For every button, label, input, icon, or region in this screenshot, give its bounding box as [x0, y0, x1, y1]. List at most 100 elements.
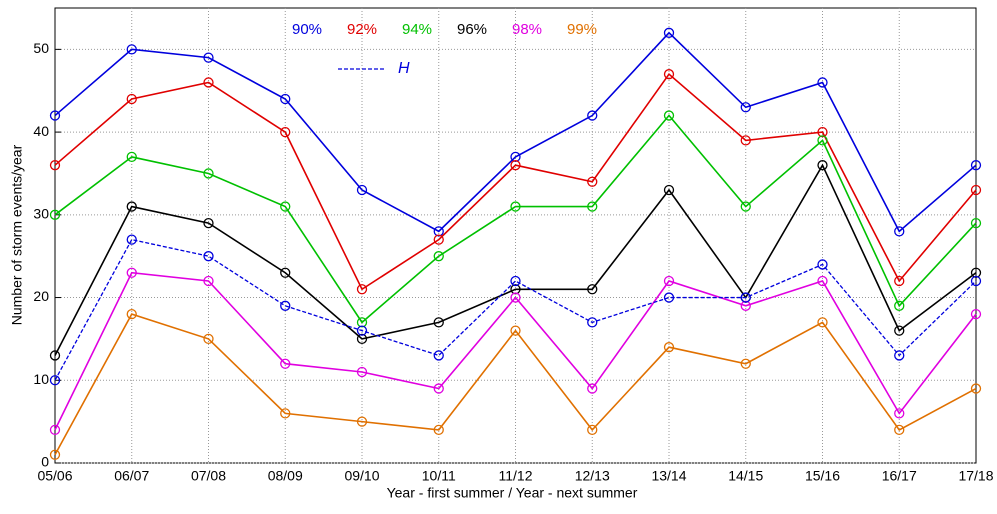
- data-point: [356, 317, 368, 328]
- data-point: [817, 77, 828, 88]
- data-point: [894, 424, 905, 436]
- x-tick-label: 12/13: [575, 468, 610, 484]
- data-point: [280, 358, 291, 369]
- series-line: [54, 114, 977, 324]
- data-point: [587, 110, 598, 121]
- data-point: [510, 284, 521, 295]
- data-point: [970, 217, 982, 229]
- legend-label: 92%: [347, 21, 377, 38]
- data-point: [740, 135, 751, 146]
- data-point: [663, 342, 675, 353]
- data-point: [817, 126, 828, 138]
- y-tick-label: 10: [33, 371, 49, 387]
- data-point: [894, 275, 905, 287]
- data-point: [356, 333, 368, 345]
- data-point: [203, 251, 214, 262]
- data-point: [280, 267, 291, 278]
- data-point: [433, 226, 444, 237]
- series-line: [54, 163, 977, 356]
- data-point: [510, 325, 521, 336]
- x-tick-label: 09/10: [344, 468, 379, 484]
- x-tick-label: 17/18: [958, 468, 993, 484]
- data-point: [740, 292, 751, 303]
- data-point: [740, 102, 751, 113]
- data-point: [894, 350, 905, 361]
- legend-label: 90%: [292, 21, 322, 38]
- data-point: [817, 160, 828, 171]
- series-line: [54, 313, 977, 456]
- data-point: [740, 300, 751, 311]
- data-point: [49, 424, 61, 436]
- data-point: [510, 201, 521, 212]
- data-point: [49, 375, 61, 386]
- x-tick-label: 10/11: [422, 468, 456, 484]
- series-line: [54, 238, 977, 381]
- data-point: [433, 251, 444, 262]
- data-point: [970, 383, 982, 394]
- plot-frame: [54, 7, 977, 464]
- data-point: [970, 160, 982, 171]
- data-point: [510, 292, 521, 303]
- data-point: [970, 267, 982, 278]
- data-point: [663, 184, 675, 196]
- data-point: [894, 226, 905, 237]
- data-point: [587, 424, 598, 436]
- data-point: [894, 325, 905, 336]
- series-line: [54, 271, 977, 431]
- data-point: [894, 408, 905, 419]
- legend-label: 96%: [457, 21, 487, 38]
- x-axis-label: Year - first summer / Year - next summer: [387, 485, 638, 501]
- data-point: [126, 267, 137, 278]
- x-tick-label: 11/12: [499, 468, 533, 484]
- data-point: [970, 275, 982, 287]
- data-point: [49, 449, 61, 460]
- x-tick-label: 13/14: [651, 468, 686, 484]
- data-point: [203, 217, 214, 229]
- legend-label: H: [398, 60, 410, 77]
- data-point: [49, 350, 61, 361]
- data-point: [663, 110, 675, 121]
- data-point: [817, 135, 828, 146]
- data-point: [126, 234, 137, 245]
- data-point: [126, 44, 137, 55]
- data-point: [356, 184, 368, 196]
- data-point: [587, 317, 598, 328]
- series-line: [54, 73, 977, 291]
- y-tick-label: 0: [41, 454, 49, 470]
- data-point: [740, 201, 751, 212]
- y-axis-label: Number of storm events/year: [9, 144, 25, 325]
- legend-label: 94%: [402, 21, 432, 38]
- data-point: [433, 234, 444, 245]
- data-point: [203, 77, 214, 88]
- data-point: [280, 201, 291, 212]
- legend-label: 98%: [512, 21, 542, 38]
- data-point: [433, 317, 444, 328]
- data-point: [280, 93, 291, 105]
- data-point: [587, 176, 598, 187]
- data-point: [663, 275, 675, 287]
- data-point: [587, 201, 598, 212]
- x-tick-label: 16/17: [882, 468, 917, 484]
- data-point: [203, 275, 214, 287]
- data-point: [280, 408, 291, 419]
- data-point: [817, 259, 828, 270]
- x-tick-label: 08/09: [268, 468, 303, 484]
- data-point: [356, 284, 368, 295]
- data-point: [510, 160, 521, 171]
- data-point: [356, 325, 368, 336]
- data-point: [894, 300, 905, 311]
- y-tick-label: 50: [33, 40, 49, 56]
- data-point: [203, 333, 214, 345]
- data-point: [970, 308, 982, 320]
- data-point: [280, 300, 291, 311]
- x-tick-label: 06/07: [114, 468, 149, 484]
- data-point: [510, 151, 521, 163]
- y-tick-label: 20: [33, 288, 49, 304]
- data-point: [587, 383, 598, 394]
- data-point: [817, 275, 828, 287]
- data-point: [126, 201, 137, 212]
- data-point: [203, 52, 214, 63]
- data-point: [433, 424, 444, 436]
- data-point: [663, 27, 675, 38]
